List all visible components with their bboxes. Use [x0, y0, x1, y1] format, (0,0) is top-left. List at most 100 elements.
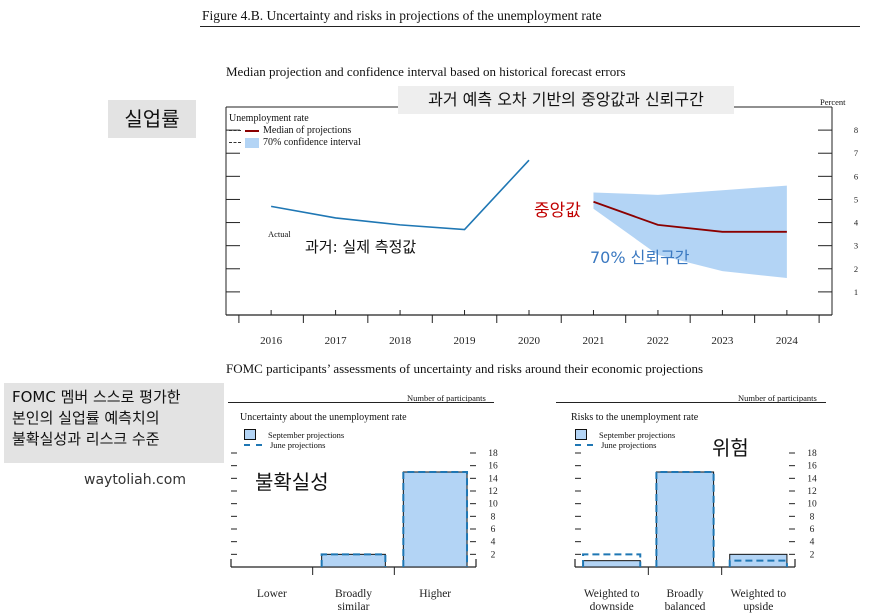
uncertainty-bar-june: [402, 471, 469, 567]
risks-category-label: downside: [590, 601, 634, 613]
left-panel-title: Uncertainty about the unemployment rate: [240, 412, 407, 423]
y-tick-label: 1: [854, 287, 858, 297]
risks-bar-september: [655, 471, 715, 568]
y-tick-label: 3: [854, 241, 858, 251]
risks-category-label: balanced: [665, 601, 706, 613]
unemployment-tag: 실업률: [108, 100, 196, 138]
y-tick-label: 4: [854, 218, 859, 228]
uncertainty-bar-september: [402, 471, 468, 568]
left-legend-june-swatch: [244, 444, 262, 446]
legend-median-swatch: [245, 129, 259, 132]
x-tick-label: 2019: [454, 335, 477, 347]
legend-ci-swatch: [245, 137, 259, 148]
legend-median-label: Median of projections: [263, 125, 352, 136]
y-tick-label: 7: [854, 148, 858, 158]
risks-y-tick-label: 14: [807, 474, 817, 484]
right-legend-sept: September projections: [575, 429, 675, 440]
top-chart-subtitle: Median projection and confidence interva…: [226, 64, 626, 79]
risk-tag: 위험: [712, 436, 749, 460]
x-tick-label: 2018: [389, 335, 412, 347]
uncertainty-category-label: Higher: [419, 588, 451, 600]
x-tick-label: 2017: [325, 335, 348, 347]
watermark: waytoliah.com: [84, 472, 186, 488]
risks-bar-june: [728, 559, 788, 567]
risks-y-tick-label: 6: [810, 525, 815, 535]
actual-label: Actual: [268, 229, 291, 239]
median-tag: 중앙값: [534, 201, 581, 221]
uncertainty-y-tick-label: 14: [488, 474, 498, 484]
figure-title: Figure 4.B. Uncertainty and risks in pro…: [202, 8, 602, 23]
uncertainty-category-label: similar: [338, 601, 370, 613]
top-y-unit: Percent: [820, 97, 846, 107]
right-legend-june: June projections: [575, 440, 656, 450]
risks-category-label: Weighted to: [731, 588, 787, 600]
uncertainty-y-tick-label: 6: [491, 525, 496, 535]
left-legend-sept-label: September projections: [268, 429, 345, 440]
right-legend-june-swatch: [575, 444, 593, 446]
uncertainty-category-label: Lower: [257, 588, 287, 600]
y-tick-label: 5: [854, 194, 858, 204]
risks-y-tick-label: 10: [807, 500, 817, 510]
right-legend-june-label: June projections: [601, 440, 657, 450]
left-y-unit: Number of participants: [407, 393, 486, 403]
risks-y-tick-label: 2: [810, 550, 815, 560]
x-tick-label: 2024: [776, 335, 799, 347]
uncertainty-bar-june: [320, 553, 387, 567]
x-tick-label: 2021: [582, 335, 604, 347]
left-legend-june: June projections: [244, 440, 325, 450]
risks-y-tick-label: 8: [810, 512, 815, 522]
actual-line: [270, 159, 530, 231]
left-legend-sept-swatch: [244, 429, 256, 440]
x-tick-label: 2020: [518, 335, 541, 347]
uncertainty-y-tick-label: 4: [491, 538, 496, 548]
uncertainty-y-tick-label: 8: [491, 512, 496, 522]
left-panel-rule: [228, 402, 494, 403]
bottom-chart-subtitle: FOMC participants’ assessments of uncert…: [226, 361, 704, 376]
legend-ci: 70% confidence interval: [229, 137, 361, 148]
risks-y-tick-label: 4: [810, 538, 815, 548]
title-rule: [200, 26, 860, 27]
risks-y-tick-label: 16: [807, 462, 817, 472]
risks-y-tick-label: 18: [807, 449, 817, 459]
fomc-note-line: FOMC 멤버 스스로 평가한: [12, 388, 181, 406]
uncertainty-y-tick-label: 2: [491, 550, 496, 560]
right-panel-rule: [556, 402, 826, 403]
right-y-unit: Number of participants: [738, 393, 817, 403]
risks-category-label: upside: [743, 601, 773, 613]
fomc-note-line: 불확실성과 리스크 수준: [12, 430, 160, 448]
risks-bar-june: [655, 471, 715, 567]
uncertainty-category-label: Broadly: [335, 588, 372, 600]
y-tick-label: 6: [854, 171, 858, 181]
x-tick-label: 2023: [711, 335, 734, 347]
y-tick-label: 2: [854, 264, 858, 274]
risks-bar-june: [582, 553, 642, 567]
actual-tag: 과거: 실제 측정값: [305, 238, 417, 256]
legend-median: Median of projections: [229, 125, 351, 136]
risks-bar-september: [582, 560, 641, 568]
x-tick-label: 2016: [260, 335, 283, 347]
risks-category-label: Weighted to: [584, 588, 640, 600]
median-line: [593, 200, 787, 233]
y-tick-label: 8: [854, 125, 858, 135]
right-panel-title: Risks to the unemployment rate: [571, 412, 699, 423]
ci-tag: 70% 신뢰구간: [590, 248, 690, 267]
legend-median-dash: [229, 130, 241, 131]
uncertainty-y-tick-label: 16: [488, 462, 498, 472]
uncertainty-y-tick-label: 10: [488, 500, 498, 510]
top-line-chart: 1 2 3 4 5 6 7 8 2016 2017 2018 2019 2020 2021 2022 2023…: [225, 106, 859, 347]
risks-y-tick-label: 12: [807, 487, 817, 497]
uncertainty-tag: 불확실성: [255, 470, 329, 494]
top-banner: 과거 예측 오차 기반의 중앙값과 신뢰구간: [398, 86, 734, 114]
legend-ci-dash: [229, 142, 241, 143]
uncertainty-y-tick-label: 12: [488, 487, 498, 497]
top-chart-title: Unemployment rate: [229, 113, 309, 124]
confidence-band: [593, 185, 787, 279]
x-tick-label: 2022: [647, 335, 669, 347]
left-legend-june-label: June projections: [270, 440, 326, 450]
fomc-note: FOMC 멤버 스스로 평가한 본인의 실업률 예측치의 불확실성과 리스크 수…: [4, 383, 224, 463]
left-legend-sept: September projections: [244, 429, 344, 440]
right-legend-sept-swatch: [575, 429, 587, 440]
right-legend-sept-label: September projections: [599, 429, 676, 440]
